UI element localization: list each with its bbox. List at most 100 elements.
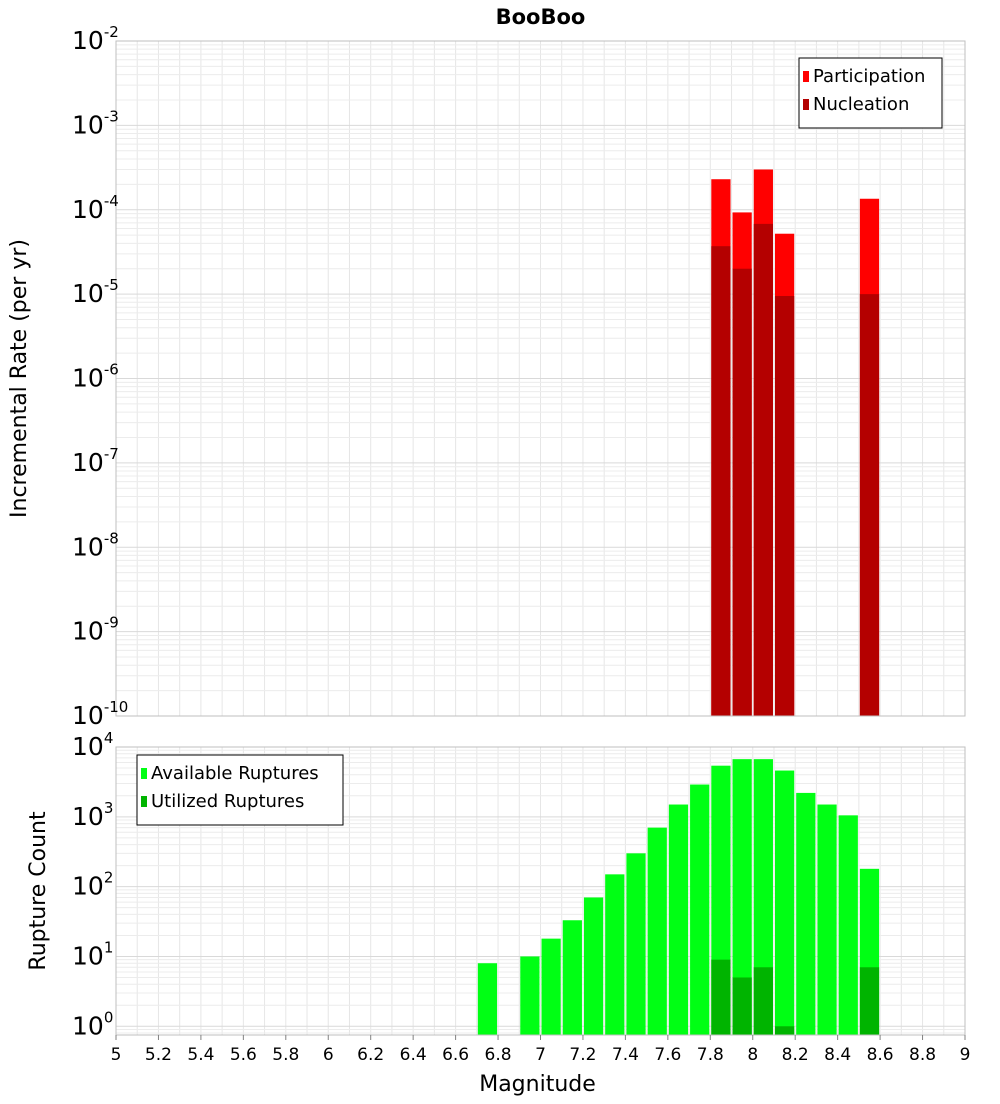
y-tick-label: 10-4 [72,192,119,224]
y-tick-exponent: -4 [104,192,119,210]
bar-utilized-ruptures [732,977,752,1035]
y-tick-exponent: -7 [104,445,119,463]
y-tick-label: 10-6 [72,361,119,393]
bar-series-group [477,759,880,1035]
legend: Participation Nucleation [798,57,943,129]
y-tick-exponent: -8 [104,529,119,547]
legend-box [136,754,344,826]
bar-nucleation [753,223,773,716]
x-tick-label: 6.2 [357,1045,384,1065]
x-tick-label: 8.6 [867,1045,894,1065]
x-tick-label: 6.6 [442,1045,469,1065]
bar-series-group [711,169,880,717]
bar-nucleation [859,294,880,716]
x-tick-label: 8.4 [824,1045,851,1065]
bar-utilized-ruptures [711,959,731,1035]
legend-swatch [141,796,147,807]
bar-available-ruptures [668,804,689,1035]
y-tick-base: 10 [72,617,104,646]
bar-available-ruptures [838,815,858,1035]
x-tick-label: 7 [535,1045,546,1065]
grid-lines [115,40,966,717]
y-tick-label: 102 [72,869,113,901]
y-tick-base: 10 [72,941,104,970]
y-tick-label: 101 [72,938,113,970]
bar-nucleation [774,296,795,716]
bar-available-ruptures [541,938,561,1035]
y-tick-exponent: -3 [104,107,119,125]
bar-available-ruptures [817,804,837,1035]
bar-available-ruptures [626,853,646,1035]
y-tick-label: 10-2 [72,23,119,55]
y-tick-exponent: 4 [104,729,114,747]
bar-available-ruptures [690,784,710,1035]
y-tick-label: 100 [72,1008,113,1040]
y-tick-base: 10 [72,448,104,477]
legend-swatch [803,71,809,82]
y-axis-label: Incremental Rate (per yr) [7,239,32,518]
y-tick-base: 10 [72,532,104,561]
x-tick-label: 6 [323,1045,334,1065]
y-tick-exponent: -2 [104,23,119,41]
bar-available-ruptures [477,963,498,1035]
legend: Available Ruptures Utilized Ruptures [136,754,344,826]
x-tick-label: 7.4 [612,1045,639,1065]
y-tick-label: 10-5 [72,276,119,308]
bar-available-ruptures [583,897,604,1035]
legend-label: Available Ruptures [151,763,319,784]
legend-label: Participation [813,66,925,87]
legend-swatch [803,99,809,110]
x-axis-label: Magnitude [479,1072,596,1097]
bar-available-ruptures [732,759,752,1035]
bar-available-ruptures [605,874,625,1035]
y-tick-label: 10-7 [72,445,119,477]
bar-utilized-ruptures [774,1026,795,1035]
bar-available-ruptures [753,759,773,1035]
y-tick-label: 10-3 [72,107,119,139]
y-tick-exponent: 3 [104,799,114,817]
y-tick-base: 10 [72,279,104,308]
y-tick-label: 10-10 [72,698,128,730]
bar-available-ruptures [520,956,540,1035]
y-tick-exponent: 1 [104,938,114,956]
bar-available-ruptures [796,792,816,1035]
y-tick-base: 10 [72,195,104,224]
x-tick-label: 7.6 [654,1045,681,1065]
x-tick-label: 6.4 [400,1045,427,1065]
y-tick-label: 10-9 [72,614,119,646]
y-tick-base: 10 [72,1011,104,1040]
bar-available-ruptures [562,920,582,1035]
y-tick-base: 10 [72,732,104,761]
x-tick-label: 5.4 [187,1045,214,1065]
legend-label: Nucleation [813,94,909,115]
legend-swatch [141,768,147,779]
bar-available-ruptures [647,827,667,1035]
legend-label: Utilized Ruptures [151,791,304,812]
y-tick-label: 10-8 [72,529,119,561]
x-tick-label: 7.8 [697,1045,724,1065]
x-tick-label: 9 [960,1045,971,1065]
bar-utilized-ruptures [753,967,773,1035]
x-tick-label: 5.2 [145,1045,172,1065]
x-tick-label: 5.8 [272,1045,299,1065]
y-tick-exponent: -6 [104,361,119,379]
y-tick-exponent: -10 [104,698,129,716]
plot-frame [115,40,966,717]
chart-title: BooBoo [496,5,586,29]
y-tick-exponent: 0 [104,1008,114,1026]
y-tick-base: 10 [72,872,104,901]
bar-nucleation [711,246,731,716]
x-tick-label: 5.6 [230,1045,257,1065]
y-tick-base: 10 [72,701,104,730]
x-tick-label: 8.8 [909,1045,936,1065]
y-tick-base: 10 [72,802,104,831]
y-tick-base: 10 [72,26,104,55]
y-tick-label: 103 [72,799,113,831]
bar-utilized-ruptures [859,967,880,1035]
x-tick-label: 7.2 [569,1045,596,1065]
x-tick-label: 8 [747,1045,758,1065]
y-tick-exponent: 2 [104,869,114,887]
y-tick-exponent: -9 [104,614,119,632]
